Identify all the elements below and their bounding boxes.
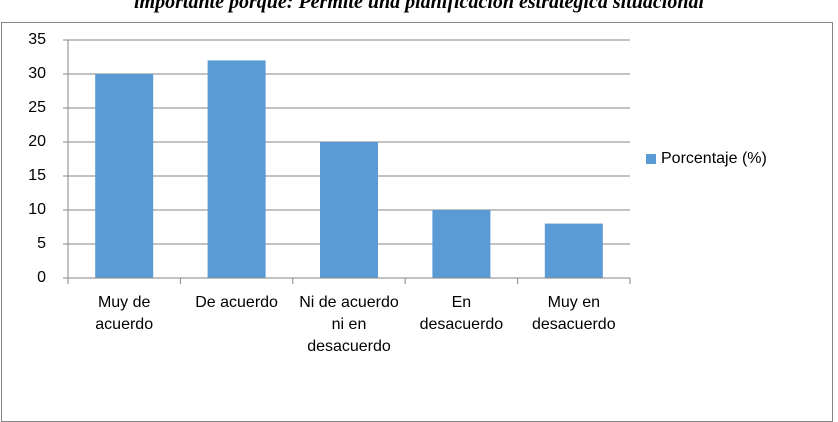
bar: [207, 60, 266, 279]
bar: [544, 223, 603, 278]
chart-title: importante porque: Permite una planifica…: [133, 0, 704, 13]
x-tick-label: Muy de acuerdo: [95, 294, 154, 333]
x-tick-label: En desacuerdo: [419, 294, 504, 333]
x-tick-label: De acuerdo: [195, 294, 278, 311]
x-tick-label: Ni de acuerdo ni en desacuerdo: [299, 294, 399, 355]
y-tick-label: 25: [28, 99, 46, 116]
y-tick-label: 5: [37, 235, 46, 252]
y-tick-label: 10: [28, 201, 46, 218]
y-tick-label: 15: [28, 167, 46, 184]
y-tick-label: 30: [28, 65, 46, 82]
bar: [432, 210, 491, 278]
y-tick-label: 35: [28, 31, 46, 48]
y-tick-label: 20: [28, 133, 46, 150]
legend-label: Porcentaje (%): [661, 150, 767, 167]
bar: [95, 74, 154, 278]
legend-swatch: [646, 154, 656, 164]
bar: [320, 142, 378, 278]
y-tick-label: 0: [37, 269, 46, 286]
x-tick-label: Muy en desacuerdo: [531, 294, 616, 333]
